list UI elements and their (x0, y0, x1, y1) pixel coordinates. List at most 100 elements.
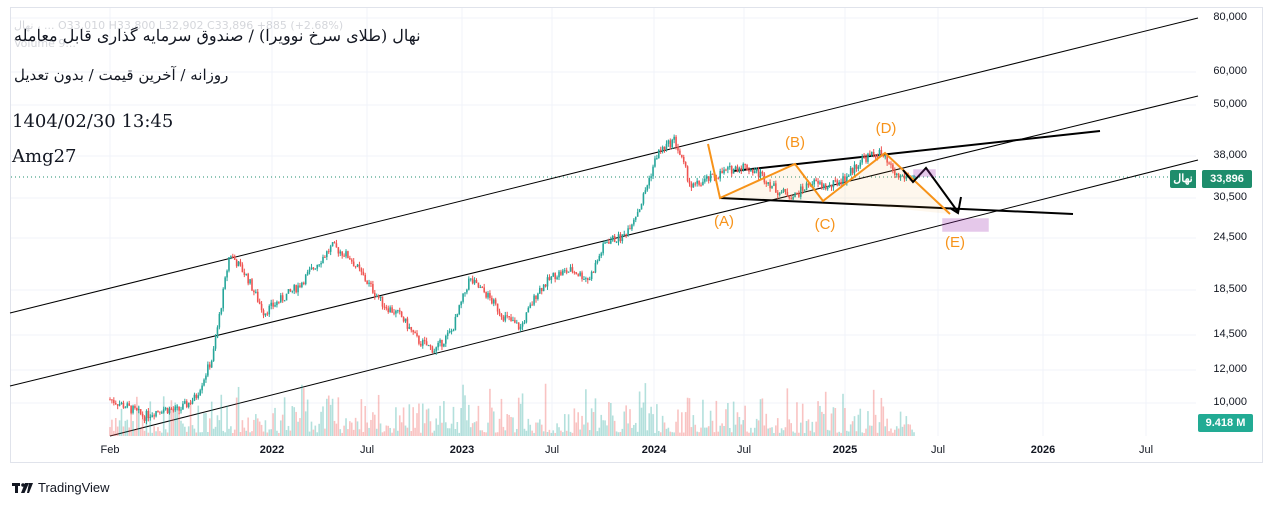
candle-body (397, 310, 399, 312)
candle-body (341, 251, 343, 256)
volume-bar (846, 430, 848, 436)
candle-body (803, 189, 806, 191)
candle-body (402, 317, 405, 322)
candle-body (838, 181, 840, 186)
candle-body (775, 183, 777, 193)
volume-bar (266, 432, 269, 436)
candle-body (364, 274, 367, 281)
candle-body (592, 271, 595, 273)
volume-bar (763, 425, 766, 436)
volume-bar (464, 395, 466, 436)
candle-body (218, 313, 221, 328)
candle-body (139, 409, 142, 414)
volume-bar (909, 424, 911, 436)
target-box-e (942, 218, 989, 232)
candle-body (343, 255, 345, 257)
volume-bar (796, 402, 798, 436)
volume-bar (865, 428, 867, 436)
candle-body (391, 307, 393, 313)
volume-bar (876, 432, 879, 436)
candle-body (851, 167, 854, 174)
volume-bar (613, 420, 616, 436)
candle-body (776, 192, 779, 196)
volume-bar (354, 417, 357, 436)
candle-body (395, 310, 397, 314)
candle-body (162, 409, 165, 413)
candle-body (475, 280, 478, 283)
candle-body (245, 273, 248, 275)
candle-body (460, 301, 462, 306)
candle-body (400, 311, 403, 318)
candle-body (201, 385, 203, 391)
candle-body (437, 342, 439, 348)
volume-bar (337, 397, 340, 436)
candle-body (383, 306, 386, 308)
candle-body (358, 264, 361, 269)
volume-bar (260, 424, 263, 436)
y-tick-label: 38,000 (1213, 149, 1247, 161)
candle-body (675, 136, 677, 147)
volume-bar (197, 405, 200, 436)
volume-bar (600, 414, 603, 436)
candle-body (494, 299, 497, 304)
volume-bar (166, 432, 169, 436)
candle-body (702, 181, 704, 186)
volume-bar (421, 403, 424, 436)
candle-body (448, 331, 451, 333)
candle-body (659, 149, 662, 152)
volume-bar (740, 424, 743, 436)
candle-body (260, 303, 263, 311)
volume-bar (483, 432, 485, 436)
volume-bar (153, 426, 155, 436)
candle-body (773, 183, 775, 186)
candle-body (492, 299, 495, 304)
candle-body (788, 196, 791, 199)
candle-body (615, 241, 618, 243)
candle-body (523, 322, 526, 324)
candle-body (882, 155, 885, 157)
candle-body (752, 169, 754, 173)
volume-bar (162, 396, 165, 436)
volume-bar (535, 422, 537, 436)
volume-bar (452, 406, 455, 436)
candle-body (554, 273, 556, 279)
volume-bar (727, 403, 729, 436)
volume-bar (648, 413, 650, 436)
chart-frame (10, 7, 1263, 463)
candle-body (627, 228, 629, 236)
candle-body (241, 264, 244, 273)
candle-body (375, 295, 378, 297)
candle-body (667, 140, 670, 144)
volume-bar (803, 432, 806, 436)
volume-bar (287, 425, 290, 436)
volume-bar (191, 425, 194, 436)
volume-bar (308, 431, 311, 436)
candle-body (847, 175, 850, 177)
candle-body (368, 282, 370, 284)
volume-bar (485, 432, 487, 436)
volume-bar (721, 423, 723, 436)
footer[interactable]: TradingView (12, 480, 110, 495)
volume-bar (264, 420, 267, 436)
volume-bar (433, 430, 436, 436)
volume-bar (775, 425, 777, 436)
volume-bar (406, 427, 409, 436)
y-tick-label: 24,500 (1213, 231, 1247, 243)
volume-bar (652, 414, 654, 436)
candle-body (456, 314, 459, 317)
candle-body (327, 251, 330, 253)
candle-body (421, 340, 424, 346)
candle-body (872, 151, 875, 155)
candle-body (312, 267, 315, 270)
volume-bar (888, 431, 890, 436)
candle-body (696, 180, 698, 184)
volume-bar (301, 384, 303, 436)
candle-body (354, 266, 357, 268)
volume-bar (704, 427, 706, 436)
volume-bar (805, 421, 808, 436)
volume-bar (667, 427, 670, 436)
volume-bar (782, 430, 785, 436)
volume-bar (320, 411, 322, 436)
candle-body (458, 305, 461, 315)
